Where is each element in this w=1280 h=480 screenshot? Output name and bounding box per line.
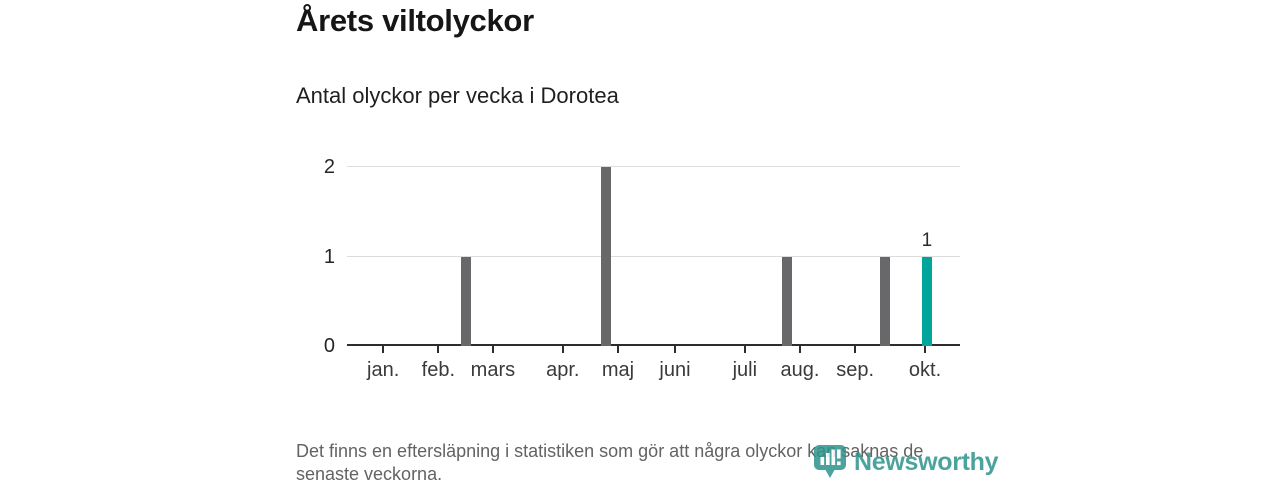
x-axis-month-label: juni: [659, 359, 691, 381]
x-axis-month-label: juli: [732, 359, 758, 381]
bar-value-label: 1: [921, 229, 933, 251]
x-axis-month-label: okt.: [908, 359, 942, 381]
x-axis-tick: [616, 346, 619, 353]
x-axis-tick: [561, 346, 564, 353]
x-axis-tick: [382, 346, 385, 353]
footnote: Det finns en eftersläpning i statistiken…: [296, 440, 923, 480]
newsworthy-wordmark: Newsworthy: [854, 447, 999, 476]
y-axis-tick-label: 2: [323, 156, 335, 178]
chart-title: Årets viltolyckor: [296, 3, 534, 38]
x-axis-tick: [743, 346, 746, 353]
x-axis-tick: [924, 346, 927, 353]
bar-week: [782, 256, 793, 346]
newsworthy-logo: Newsworthy: [813, 444, 999, 480]
bar-week: [601, 167, 612, 346]
newsworthy-icon: [814, 445, 846, 478]
x-axis-month-label: feb.: [421, 359, 455, 381]
x-axis-tick: [491, 346, 494, 353]
x-axis-month-label: apr.: [546, 359, 580, 381]
x-axis-month-label: maj: [601, 359, 635, 381]
x-axis-month-label: jan.: [367, 359, 400, 381]
x-axis-tick: [437, 346, 440, 353]
bar-week: [879, 256, 890, 346]
y-axis-tick-label: 0: [323, 335, 335, 357]
x-axis-line: [347, 344, 960, 346]
gridline: [347, 255, 960, 257]
x-axis-tick: [854, 346, 857, 353]
bar-week-highlight: [921, 256, 932, 346]
x-axis-tick: [673, 346, 676, 353]
x-axis-month-label: aug.: [780, 359, 820, 381]
x-axis-tick: [799, 346, 801, 353]
x-axis-month-label: sep.: [836, 359, 875, 381]
chart-subtitle: Antal olyckor per vecka i Dorotea: [296, 83, 619, 108]
bar-week: [460, 256, 471, 346]
x-axis-month-label: mars: [470, 359, 516, 381]
y-axis-tick-label: 1: [323, 245, 335, 268]
footnote-line-2: senaste veckorna.: [296, 464, 443, 480]
gridline: [347, 166, 960, 167]
footnote-line-1: Det finns en eftersläpning i statistiken…: [296, 441, 924, 461]
